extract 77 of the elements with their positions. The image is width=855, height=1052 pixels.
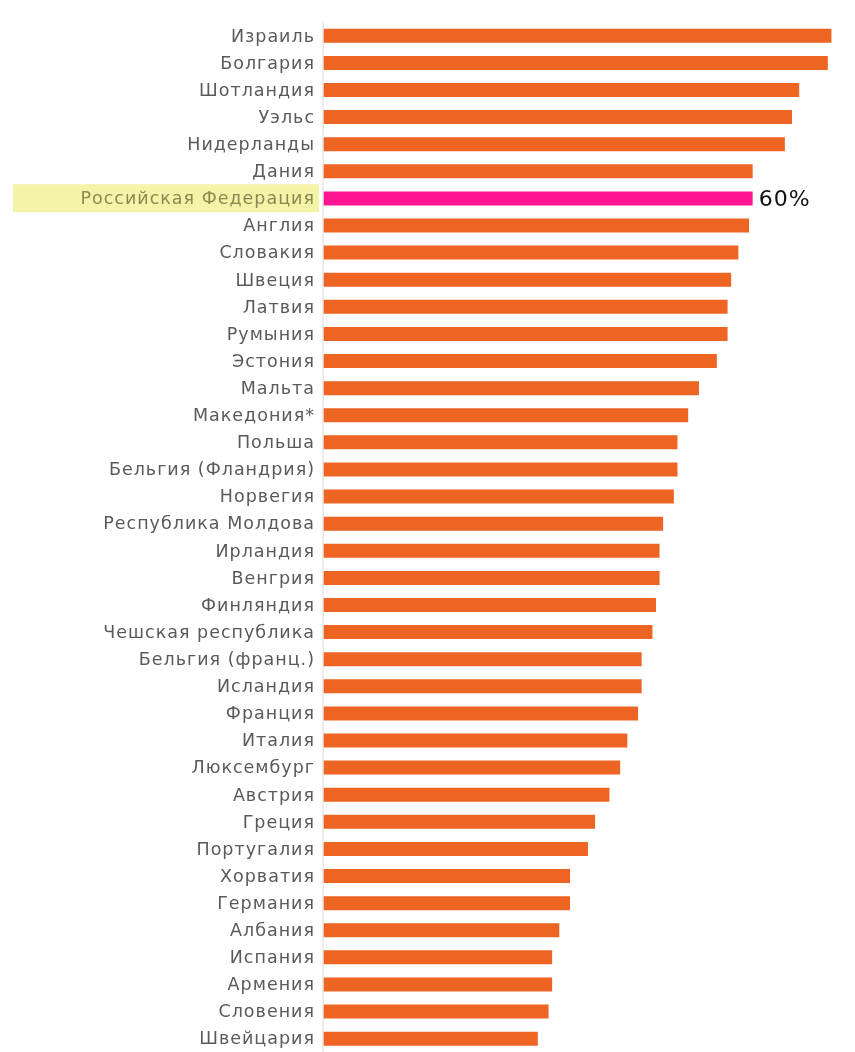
- y-tick-label: Израиль: [230, 25, 315, 46]
- bar: [323, 814, 596, 829]
- bar: [323, 218, 750, 233]
- y-tick-label: Эстония: [231, 350, 315, 371]
- y-tick-label: Швейцария: [199, 1028, 315, 1049]
- y-tick-label: Дания: [252, 161, 315, 182]
- bar: [323, 787, 610, 802]
- y-tick-label: Хорватия: [220, 865, 315, 886]
- bar: [323, 841, 588, 856]
- bar: [323, 55, 828, 70]
- y-tick-label: Российская Федерация: [80, 188, 315, 209]
- bar: [323, 869, 571, 884]
- y-tick-label: Германия: [217, 892, 315, 913]
- y-tick-label: Исландия: [216, 676, 315, 697]
- y-tick-label: Бельгия (франц.): [138, 648, 315, 669]
- y-tick-label: Бельгия (Фландрия): [108, 459, 315, 480]
- y-tick-label: Польша: [236, 432, 315, 453]
- y-tick-label: Англия: [243, 215, 315, 236]
- bar: [323, 435, 678, 450]
- y-tick-label: Болгария: [220, 52, 315, 73]
- y-tick-label: Финляндия: [200, 594, 315, 615]
- bar: [323, 462, 678, 477]
- bar: [323, 354, 717, 369]
- bar: [323, 896, 571, 911]
- bar: [323, 1031, 538, 1046]
- bar: [323, 28, 832, 43]
- data-label: 60%: [758, 186, 811, 212]
- y-tick-label: Греция: [242, 811, 315, 832]
- bar: [323, 164, 753, 179]
- bar: [323, 137, 785, 152]
- y-tick-label: Уэльс: [258, 106, 315, 127]
- y-tick-label: Румыния: [226, 323, 315, 344]
- bar: [323, 950, 553, 965]
- y-tick-label: Венгрия: [231, 567, 315, 588]
- y-tick-label: Португалия: [196, 838, 315, 859]
- bar: [323, 652, 642, 667]
- y-tick-label: Швеция: [235, 269, 315, 290]
- bar: [323, 408, 689, 423]
- y-tick-label: Латвия: [242, 296, 315, 317]
- bar: [323, 381, 699, 396]
- bar: [323, 1004, 549, 1019]
- y-tick-label: Ирландия: [215, 540, 315, 561]
- bar: [323, 191, 753, 206]
- y-tick-label: Испания: [229, 947, 315, 968]
- y-tick-label: Нидерланды: [187, 133, 315, 154]
- bar: [323, 733, 628, 748]
- y-tick-label: Люксембург: [191, 757, 315, 778]
- y-tick-label: Словакия: [219, 242, 315, 263]
- y-tick-label: Норвегия: [219, 486, 315, 507]
- y-tick-label: Армения: [227, 974, 315, 995]
- bar: [323, 706, 639, 721]
- bar: [323, 543, 660, 558]
- bar: [323, 245, 739, 260]
- y-tick-label: Шотландия: [199, 79, 315, 100]
- bar: [323, 489, 674, 504]
- y-tick-label: Республика Молдова: [103, 513, 315, 534]
- bar: [323, 625, 653, 640]
- bar: [323, 923, 560, 938]
- bar: [323, 570, 660, 585]
- y-tick-label: Мальта: [240, 377, 315, 398]
- bar: [323, 760, 621, 775]
- y-tick-label: Италия: [241, 730, 315, 751]
- bar: [323, 597, 656, 612]
- y-tick-label: Франция: [225, 703, 315, 724]
- y-tick-label: Албания: [229, 920, 315, 941]
- y-tick-label: Словения: [218, 1001, 315, 1022]
- bar: [323, 679, 642, 694]
- bar: [323, 977, 553, 992]
- bar: [323, 516, 664, 531]
- bar: [323, 110, 793, 125]
- bar: [323, 272, 732, 287]
- bar: [323, 82, 800, 97]
- bar: [323, 299, 728, 314]
- y-tick-label: Македония*: [192, 405, 315, 426]
- y-tick-label: Чешская республика: [103, 621, 315, 642]
- y-tick-label: Австрия: [232, 784, 315, 805]
- bar: [323, 326, 728, 341]
